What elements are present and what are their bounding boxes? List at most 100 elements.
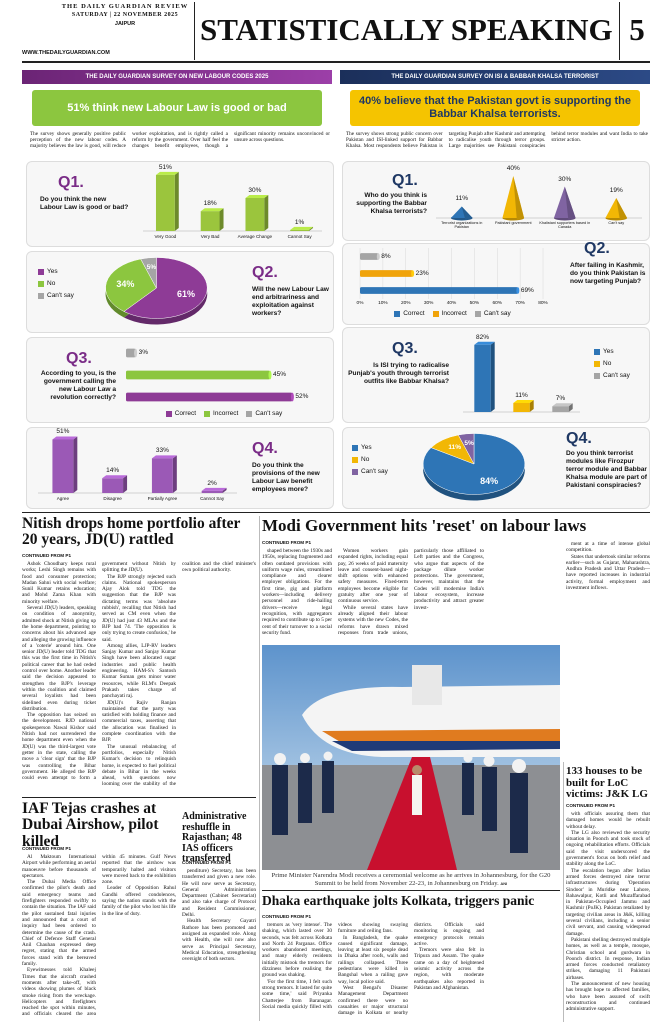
x-tick-label: 30% xyxy=(423,301,434,306)
bar xyxy=(200,211,220,231)
x-tick-label: 60% xyxy=(492,301,503,306)
legend-item: Correct xyxy=(394,310,425,317)
chart: 0% 10% 20% 30% 40% 50% 60% 70% 80% 69% 23% 8% Correc… xyxy=(340,242,565,322)
x-tick-label: 20% xyxy=(400,301,411,306)
bar xyxy=(151,458,173,493)
pie-slice xyxy=(140,257,157,289)
legend-label: Yes xyxy=(47,268,58,276)
pie-slice xyxy=(422,433,526,495)
panel xyxy=(26,427,334,509)
divider xyxy=(563,762,564,1022)
value-label: 11% xyxy=(455,195,469,203)
x-tick-label: 0% xyxy=(356,301,364,306)
bar xyxy=(126,370,270,380)
bar-top xyxy=(102,475,128,479)
kicker: CONTINUED FROM P1 xyxy=(566,803,616,808)
legend-swatch xyxy=(352,444,358,451)
paragraph: Eyewitnesses told Khaleej Times that the… xyxy=(22,854,176,1018)
bar-side xyxy=(123,475,128,493)
category-label: Average Change xyxy=(237,234,273,239)
value-label: 1% xyxy=(294,218,305,226)
legend-label: Incorrect xyxy=(441,310,467,317)
bar-top xyxy=(200,208,224,212)
bar-top xyxy=(513,399,534,403)
value-label: 51% xyxy=(56,428,70,436)
value-label: 23% xyxy=(415,269,429,277)
category-label: Agree xyxy=(56,496,69,501)
legend-swatch xyxy=(38,292,44,299)
bar-side xyxy=(309,226,314,231)
paragraph: Ashok Choudhary keeps rural works; Leshi… xyxy=(22,561,96,605)
bar xyxy=(360,287,518,294)
category-label: Pakistani government xyxy=(494,221,532,225)
bar-side xyxy=(174,171,179,231)
paragraph: JD(U)'s Rajiv Ranjan maintained that the… xyxy=(102,699,176,744)
article-body: shaped between the 1930s and 1950s, repl… xyxy=(262,548,560,642)
bar xyxy=(245,198,265,231)
legend-label: Correct xyxy=(403,310,425,317)
headline: Dhaka earthquake jolts Kolkata, triggers… xyxy=(262,893,535,908)
value-label: 30% xyxy=(248,187,262,194)
chart-canvas xyxy=(436,176,642,221)
question-label: Q2. xyxy=(584,240,610,257)
paragraph: tremors as 'very intense'. The shaking, … xyxy=(262,922,332,979)
category-label: Cannot Say xyxy=(200,496,225,501)
divider xyxy=(259,516,260,1021)
question-text: After failing in Kashmir, do you think P… xyxy=(570,262,646,285)
survey-headline: 40% believe that the Pakistan govt is su… xyxy=(350,90,640,126)
bar-top xyxy=(245,195,269,198)
paragraph: The LG also reviewed the security situat… xyxy=(566,829,650,868)
legend-item: Yes xyxy=(38,268,58,275)
bar xyxy=(513,402,530,412)
photo xyxy=(262,645,560,870)
kicker: CONTINUED FROM P1 xyxy=(22,846,72,851)
bar-cap xyxy=(376,253,380,260)
section-title: STATISTICALLY SPEAKING xyxy=(200,12,613,47)
legend-item: Can't say xyxy=(38,292,74,299)
paper-name: THE DAILY GUARDIAN REVIEW xyxy=(61,3,189,10)
category-label: Can't say xyxy=(608,221,625,225)
bar-cap xyxy=(134,348,138,358)
value-label: 8% xyxy=(381,252,391,260)
legend-item: Can't say xyxy=(246,410,282,417)
question-label: Q1. xyxy=(392,172,418,189)
chart-canvas xyxy=(463,341,580,413)
legend-swatch xyxy=(38,268,44,275)
bar-cap xyxy=(411,270,415,277)
kicker: CONTINUED FROM P1 xyxy=(262,914,312,919)
legend-swatch xyxy=(352,468,358,475)
value-label: 69% xyxy=(520,286,534,294)
legend-swatch xyxy=(204,410,211,417)
value-label: 45% xyxy=(273,371,287,378)
rule xyxy=(22,797,256,798)
question-text: Do you think the provisions of the new L… xyxy=(252,462,320,493)
value-label: 33% xyxy=(155,447,169,455)
paragraph: Women workers gain expanded rights, incl… xyxy=(338,548,408,605)
bar-top xyxy=(201,487,227,491)
legend-item: No xyxy=(352,456,369,463)
survey-headline: 51% think new Labour Law is good or bad xyxy=(32,90,322,126)
article-body: Ashok Choudhary keeps rural works; Leshi… xyxy=(22,561,256,791)
kicker: CONTINUED FROM P1 xyxy=(182,860,232,865)
legend-label: Can't say xyxy=(361,468,388,476)
chart: 51% Very Good 18% Very Bad 30% Average Change… xyxy=(135,160,330,246)
paragraph: 'For the first time, I felt such strong … xyxy=(262,922,408,1010)
divider xyxy=(194,2,195,60)
headline: IAF Tejas crashes at Dubai Airshow, pilo… xyxy=(22,800,159,850)
value-label: 82% xyxy=(475,333,489,341)
legend: Correct Incorrect Can't say xyxy=(118,410,330,417)
value-label: 5% xyxy=(464,440,474,448)
value-label: 11% xyxy=(448,444,461,452)
panel xyxy=(342,243,650,325)
website: WWW.THEDAILYGUARDIAN.COM xyxy=(22,50,110,56)
paragraph: Tremors were also felt in Tripura and As… xyxy=(414,947,484,991)
bar-top xyxy=(474,341,495,345)
category-label: Partially Agree xyxy=(147,496,178,501)
paragraph: penditure) Secretary, has been transferr… xyxy=(182,868,256,919)
value-label: 2% xyxy=(207,479,217,487)
paragraph: States that undertook similar reforms ea… xyxy=(566,553,650,592)
bar-top xyxy=(155,171,179,175)
question-label: Q2. xyxy=(252,264,278,281)
legend-swatch xyxy=(594,348,600,355)
question-text: Do you think terrorist modules like Firo… xyxy=(566,450,647,489)
